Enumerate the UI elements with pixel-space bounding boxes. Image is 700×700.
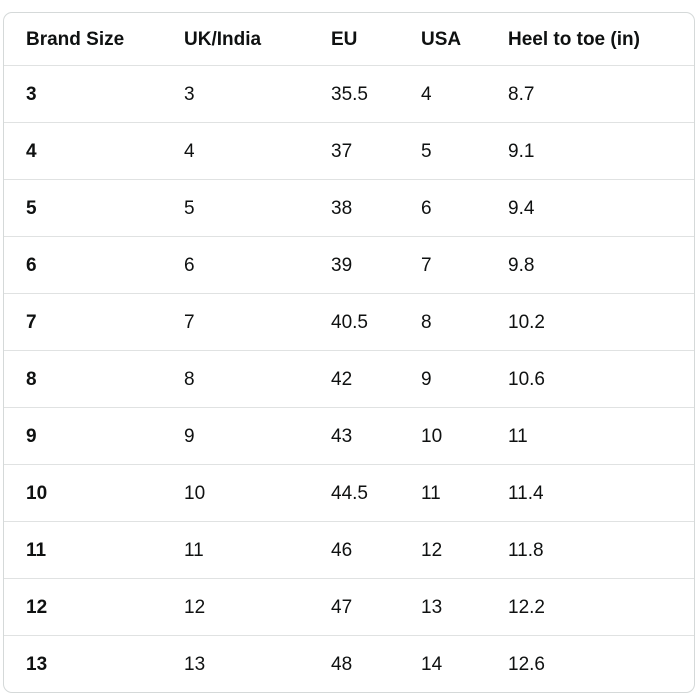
eu-cell: 42 — [331, 350, 421, 408]
size-chart-table: Brand Size UK/India EU USA Heel to toe (… — [4, 13, 694, 692]
heel-to-toe-cell: 9.4 — [508, 179, 694, 237]
column-header-brand-size: Brand Size — [26, 28, 125, 50]
heel-to-toe-cell: 10.2 — [508, 293, 694, 351]
brand-size-cell: 9 — [4, 407, 184, 465]
uk-india-cell: 10 — [184, 464, 331, 522]
uk-india-cell: 6 — [184, 236, 331, 294]
brand-size-cell: 7 — [4, 293, 184, 351]
usa-cell: 4 — [421, 65, 508, 123]
column-header-usa: USA — [421, 28, 462, 50]
column-header-uk-india: UK/India — [184, 28, 262, 50]
heel-to-toe-cell: 11 — [508, 407, 694, 465]
size-chart-card: Brand Size UK/India EU USA Heel to toe (… — [3, 12, 695, 693]
column-header-eu: EU — [331, 28, 358, 50]
table-row: 12 12 47 13 12.2 — [4, 578, 694, 636]
heel-to-toe-cell: 9.1 — [508, 122, 694, 180]
brand-size-cell: 3 — [4, 65, 184, 123]
heel-to-toe-cell: 10.6 — [508, 350, 694, 408]
uk-india-cell: 3 — [184, 65, 331, 123]
uk-india-cell: 9 — [184, 407, 331, 465]
usa-cell: 9 — [421, 350, 508, 408]
uk-india-cell: 13 — [184, 635, 331, 692]
brand-size-cell: 13 — [4, 635, 184, 692]
brand-size-cell: 4 — [4, 122, 184, 180]
heel-to-toe-cell: 11.4 — [508, 464, 694, 522]
table-row: 3 3 35.5 4 8.7 — [4, 65, 694, 123]
eu-cell: 35.5 — [331, 65, 421, 123]
brand-size-cell: 8 — [4, 350, 184, 408]
heel-to-toe-cell: 8.7 — [508, 65, 694, 123]
usa-cell: 11 — [421, 464, 508, 522]
heel-to-toe-cell: 12.6 — [508, 635, 694, 692]
size-chart-header: Brand Size UK/India EU USA Heel to toe (… — [4, 13, 694, 66]
eu-cell: 46 — [331, 521, 421, 579]
header-row: Brand Size UK/India EU USA Heel to toe (… — [4, 13, 694, 66]
uk-india-cell: 5 — [184, 179, 331, 237]
eu-cell: 38 — [331, 179, 421, 237]
eu-cell: 44.5 — [331, 464, 421, 522]
heel-to-toe-cell: 11.8 — [508, 521, 694, 579]
size-chart-body: 3 3 35.5 4 8.7 4 4 37 5 9.1 5 5 38 6 9.4 6 6 39 7 9.8 7 7 40.5… — [4, 65, 694, 692]
brand-size-cell: 10 — [4, 464, 184, 522]
table-row: 13 13 48 14 12.6 — [4, 635, 694, 692]
table-row: 4 4 37 5 9.1 — [4, 122, 694, 180]
brand-size-cell: 5 — [4, 179, 184, 237]
usa-cell: 12 — [421, 521, 508, 579]
uk-india-cell: 11 — [184, 521, 331, 579]
brand-size-cell: 12 — [4, 578, 184, 636]
usa-cell: 7 — [421, 236, 508, 294]
usa-cell: 8 — [421, 293, 508, 351]
usa-cell: 14 — [421, 635, 508, 692]
column-header-heel-to-toe: Heel to toe (in) — [508, 28, 640, 50]
table-row: 8 8 42 9 10.6 — [4, 350, 694, 408]
table-row: 6 6 39 7 9.8 — [4, 236, 694, 294]
brand-size-cell: 6 — [4, 236, 184, 294]
heel-to-toe-cell: 12.2 — [508, 578, 694, 636]
usa-cell: 6 — [421, 179, 508, 237]
eu-cell: 39 — [331, 236, 421, 294]
usa-cell: 10 — [421, 407, 508, 465]
uk-india-cell: 12 — [184, 578, 331, 636]
eu-cell: 40.5 — [331, 293, 421, 351]
uk-india-cell: 7 — [184, 293, 331, 351]
uk-india-cell: 8 — [184, 350, 331, 408]
usa-cell: 13 — [421, 578, 508, 636]
brand-size-cell: 11 — [4, 521, 184, 579]
heel-to-toe-cell: 9.8 — [508, 236, 694, 294]
table-row: 10 10 44.5 11 11.4 — [4, 464, 694, 522]
table-row: 9 9 43 10 11 — [4, 407, 694, 465]
table-row: 7 7 40.5 8 10.2 — [4, 293, 694, 351]
table-row: 5 5 38 6 9.4 — [4, 179, 694, 237]
eu-cell: 48 — [331, 635, 421, 692]
table-row: 11 11 46 12 11.8 — [4, 521, 694, 579]
eu-cell: 43 — [331, 407, 421, 465]
eu-cell: 37 — [331, 122, 421, 180]
eu-cell: 47 — [331, 578, 421, 636]
uk-india-cell: 4 — [184, 122, 331, 180]
usa-cell: 5 — [421, 122, 508, 180]
